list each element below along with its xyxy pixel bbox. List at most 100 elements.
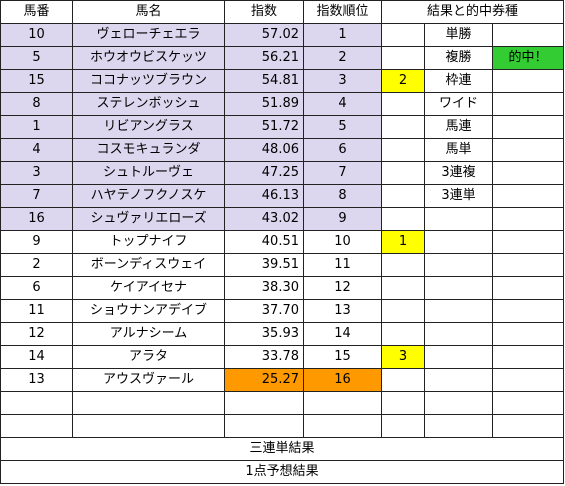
- cell-bet-type[interactable]: [424, 276, 493, 300]
- cell-horse-number[interactable]: 16: [0, 207, 73, 231]
- cell-bet-type[interactable]: [424, 368, 493, 392]
- cell-index-rank[interactable]: [303, 391, 382, 415]
- cell-horse-name[interactable]: アルナシーム: [72, 322, 225, 346]
- cell-index[interactable]: 48.06: [224, 138, 304, 162]
- cell-horse-number[interactable]: 9: [0, 230, 73, 254]
- cell-bet-type[interactable]: [424, 345, 493, 369]
- cell-horse-number[interactable]: 8: [0, 92, 73, 116]
- cell-hit-status[interactable]: [491, 161, 565, 185]
- cell-bet-type[interactable]: [424, 207, 493, 231]
- cell-hit-status[interactable]: [491, 368, 565, 392]
- cell-horse-name[interactable]: ボーンディスウェイ: [72, 253, 225, 277]
- trifecta-result-label[interactable]: 三連単結果: [0, 437, 565, 461]
- cell-horse-number[interactable]: 14: [0, 345, 73, 369]
- cell-horse-name[interactable]: ヴェローチェエラ: [72, 23, 225, 47]
- cell-hit-status[interactable]: [491, 276, 565, 300]
- cell-horse-name[interactable]: ココナッツブラウン: [72, 69, 225, 93]
- cell-bet-type[interactable]: [424, 414, 493, 438]
- cell-hit-status[interactable]: [491, 230, 565, 254]
- cell-horse-number[interactable]: [0, 414, 73, 438]
- cell-horse-number[interactable]: 10: [0, 23, 73, 47]
- cell-index[interactable]: 40.51: [224, 230, 304, 254]
- cell-horse-name[interactable]: [72, 414, 225, 438]
- cell-horse-number[interactable]: 1: [0, 115, 73, 139]
- cell-index-rank[interactable]: 10: [303, 230, 382, 254]
- cell-hit-status[interactable]: [491, 23, 565, 47]
- cell-index-rank[interactable]: 7: [303, 161, 382, 185]
- cell-bet-mark[interactable]: 3: [381, 345, 425, 369]
- cell-horse-number[interactable]: 15: [0, 69, 73, 93]
- header-index[interactable]: 指数: [224, 0, 304, 24]
- cell-bet-type[interactable]: 複勝: [424, 46, 493, 70]
- cell-index-rank[interactable]: 15: [303, 345, 382, 369]
- cell-hit-status[interactable]: [491, 207, 565, 231]
- cell-horse-number[interactable]: 3: [0, 161, 73, 185]
- cell-hit-status[interactable]: [491, 138, 565, 162]
- cell-horse-name[interactable]: アラタ: [72, 345, 225, 369]
- cell-hit-status[interactable]: [491, 299, 565, 323]
- cell-horse-number[interactable]: 6: [0, 276, 73, 300]
- cell-bet-type[interactable]: 馬単: [424, 138, 493, 162]
- cell-index[interactable]: 51.72: [224, 115, 304, 139]
- cell-bet-mark[interactable]: [381, 46, 425, 70]
- cell-index-rank[interactable]: 16: [303, 368, 382, 392]
- cell-bet-type[interactable]: 3連単: [424, 184, 493, 208]
- cell-bet-mark[interactable]: [381, 92, 425, 116]
- cell-bet-mark[interactable]: [381, 138, 425, 162]
- cell-index-rank[interactable]: 5: [303, 115, 382, 139]
- cell-horse-name[interactable]: ショウナンアデイブ: [72, 299, 225, 323]
- cell-bet-mark[interactable]: [381, 115, 425, 139]
- cell-bet-mark[interactable]: [381, 207, 425, 231]
- cell-bet-type[interactable]: ワイド: [424, 92, 493, 116]
- cell-bet-type[interactable]: 3連複: [424, 161, 493, 185]
- cell-index[interactable]: 43.02: [224, 207, 304, 231]
- cell-index-rank[interactable]: 3: [303, 69, 382, 93]
- cell-bet-mark[interactable]: [381, 184, 425, 208]
- cell-index[interactable]: 56.21: [224, 46, 304, 70]
- cell-hit-status[interactable]: [491, 414, 565, 438]
- cell-index-rank[interactable]: 8: [303, 184, 382, 208]
- cell-horse-name[interactable]: コスモキュランダ: [72, 138, 225, 162]
- cell-horse-name[interactable]: [72, 391, 225, 415]
- cell-bet-type[interactable]: [424, 322, 493, 346]
- cell-index-rank[interactable]: [303, 414, 382, 438]
- cell-bet-mark[interactable]: [381, 414, 425, 438]
- cell-index[interactable]: 39.51: [224, 253, 304, 277]
- cell-index[interactable]: 37.70: [224, 299, 304, 323]
- cell-hit-status[interactable]: [491, 184, 565, 208]
- cell-bet-type[interactable]: [424, 230, 493, 254]
- cell-bet-mark[interactable]: 1: [381, 230, 425, 254]
- cell-bet-type[interactable]: 単勝: [424, 23, 493, 47]
- cell-hit-status[interactable]: [491, 92, 565, 116]
- cell-bet-mark[interactable]: [381, 23, 425, 47]
- cell-horse-number[interactable]: 12: [0, 322, 73, 346]
- cell-index[interactable]: 47.25: [224, 161, 304, 185]
- cell-horse-name[interactable]: アウスヴァール: [72, 368, 225, 392]
- cell-horse-number[interactable]: [0, 391, 73, 415]
- cell-index[interactable]: 33.78: [224, 345, 304, 369]
- cell-horse-name[interactable]: トップナイフ: [72, 230, 225, 254]
- cell-bet-type[interactable]: 枠連: [424, 69, 493, 93]
- cell-horse-name[interactable]: ステレンボッシュ: [72, 92, 225, 116]
- cell-horse-number[interactable]: 2: [0, 253, 73, 277]
- cell-index-rank[interactable]: 12: [303, 276, 382, 300]
- cell-bet-mark[interactable]: [381, 391, 425, 415]
- cell-hit-status[interactable]: [491, 391, 565, 415]
- cell-index-rank[interactable]: 13: [303, 299, 382, 323]
- cell-index[interactable]: 35.93: [224, 322, 304, 346]
- cell-bet-mark[interactable]: [381, 368, 425, 392]
- header-horse-name[interactable]: 馬名: [72, 0, 225, 24]
- cell-horse-number[interactable]: 7: [0, 184, 73, 208]
- cell-index[interactable]: 57.02: [224, 23, 304, 47]
- cell-bet-mark[interactable]: [381, 161, 425, 185]
- cell-horse-number[interactable]: 5: [0, 46, 73, 70]
- cell-index[interactable]: [224, 391, 304, 415]
- cell-horse-name[interactable]: ケイアイセナ: [72, 276, 225, 300]
- cell-hit-status[interactable]: [491, 322, 565, 346]
- cell-horse-number[interactable]: 4: [0, 138, 73, 162]
- cell-horse-name[interactable]: ハヤテノフクノスケ: [72, 184, 225, 208]
- cell-horse-name[interactable]: シュヴァリエローズ: [72, 207, 225, 231]
- cell-bet-mark[interactable]: [381, 299, 425, 323]
- cell-bet-type[interactable]: 馬連: [424, 115, 493, 139]
- cell-bet-type[interactable]: [424, 253, 493, 277]
